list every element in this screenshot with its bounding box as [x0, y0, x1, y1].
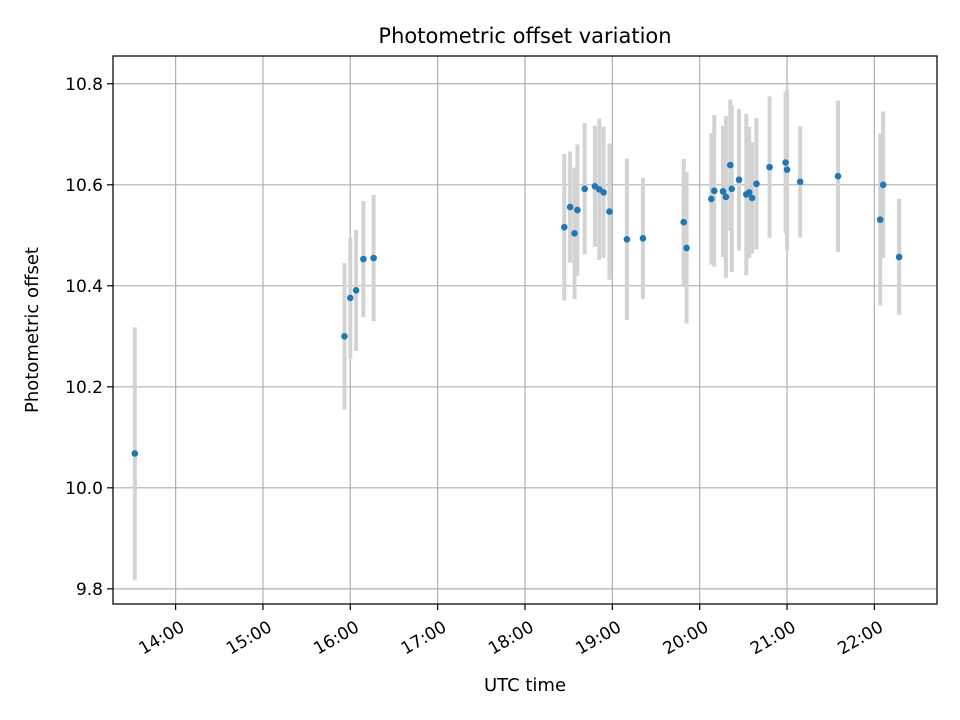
- data-point: [131, 450, 139, 457]
- data-point: [600, 189, 607, 196]
- data-point: [347, 294, 354, 302]
- data-point: [719, 188, 727, 195]
- data-point: [745, 189, 753, 196]
- y-axis-label: Photometric offset: [22, 247, 43, 413]
- data-point: [834, 172, 842, 180]
- y-tick-label: 10.2: [65, 378, 103, 398]
- x-axis-label: UTC time: [484, 675, 566, 696]
- y-tick-label: 10.0: [65, 479, 103, 499]
- data-point: [581, 185, 588, 193]
- y-tick-label: 10.6: [65, 176, 103, 196]
- data-point: [735, 176, 743, 184]
- y-tick-label: 10.8: [65, 75, 103, 95]
- data-point: [726, 161, 734, 169]
- data-point: [639, 235, 647, 242]
- y-tick-label: 9.8: [76, 580, 103, 600]
- data-point: [722, 193, 730, 201]
- data-point: [708, 195, 715, 203]
- y-tick-label: 10.4: [65, 277, 103, 297]
- data-point: [753, 180, 760, 188]
- data-point: [796, 178, 804, 186]
- data-point: [566, 203, 574, 211]
- data-point: [606, 208, 613, 215]
- data-points: [131, 159, 903, 457]
- grid: [113, 56, 937, 604]
- data-point: [748, 194, 756, 202]
- data-point: [680, 218, 687, 226]
- data-point: [783, 166, 791, 173]
- data-point: [352, 287, 360, 294]
- data-point: [574, 206, 581, 214]
- data-point: [728, 185, 736, 193]
- data-point: [879, 181, 887, 189]
- data-point: [766, 163, 773, 171]
- data-point: [876, 216, 884, 223]
- data-point: [370, 254, 377, 262]
- data-point: [571, 229, 578, 237]
- data-point: [341, 333, 348, 340]
- data-point: [561, 223, 568, 231]
- data-point: [360, 255, 367, 263]
- chart-title: Photometric offset variation: [378, 24, 671, 48]
- data-point: [895, 253, 903, 261]
- data-point: [623, 236, 631, 243]
- data-point: [782, 159, 789, 166]
- data-point: [683, 244, 690, 252]
- data-point: [710, 187, 718, 195]
